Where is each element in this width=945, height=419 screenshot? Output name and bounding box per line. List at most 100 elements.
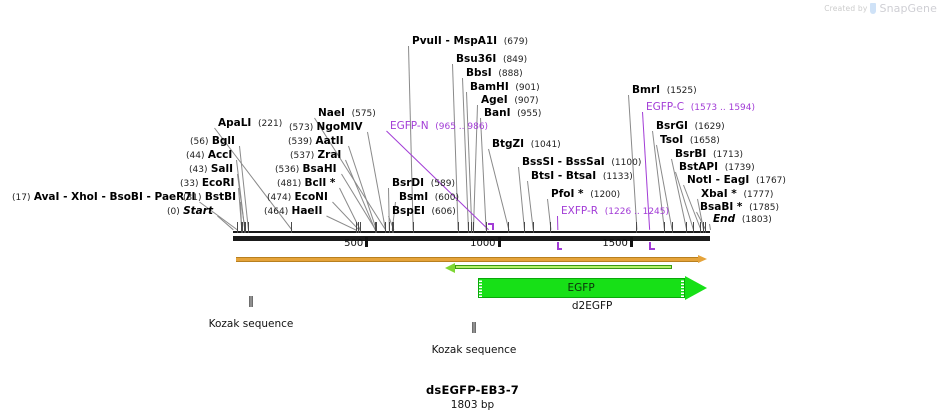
cut-site-tick[interactable] [636, 222, 638, 233]
cut-site-tick[interactable] [247, 222, 249, 233]
restriction-site-label[interactable]: BssSI - BssSaI (1100) [522, 157, 641, 169]
restriction-site-label[interactable]: BtgZI (1041) [492, 139, 561, 151]
restriction-site-label[interactable]: EGFP-C (1573 .. 1594) [646, 102, 755, 114]
cut-site-tick[interactable] [671, 222, 673, 233]
restriction-site-label[interactable]: BsrDI (589) [392, 178, 455, 190]
site-enzyme-name: HaeII [291, 205, 323, 217]
cut-site-tick[interactable] [508, 222, 510, 233]
cut-site-tick[interactable] [472, 222, 474, 233]
cut-site-tick[interactable] [457, 222, 459, 233]
restriction-site-label[interactable]: (33) EcoRI [180, 178, 234, 190]
cut-site-tick[interactable] [244, 222, 246, 233]
restriction-site-label[interactable]: (0) Start [167, 206, 213, 218]
cut-site-tick[interactable] [241, 222, 243, 233]
restriction-site-label[interactable]: (481) BclI * [277, 178, 335, 190]
site-enzyme-name: XbaI * [701, 188, 737, 200]
restriction-site-label[interactable]: NotI - EagI (1767) [687, 175, 786, 187]
site-enzyme-name: ZraI [317, 149, 342, 161]
site-enzyme-names: HaeII [292, 205, 323, 217]
restriction-site-label[interactable]: BsrGI (1629) [656, 121, 725, 133]
restriction-site-label[interactable]: (537) ZraI [290, 150, 341, 162]
restriction-site-label[interactable]: EXFP-R (1226 .. 1245) [561, 206, 669, 218]
cut-site-tick[interactable] [358, 222, 360, 233]
cut-site-tick[interactable] [700, 222, 702, 233]
site-position: (1100) [611, 158, 642, 168]
restriction-site-label[interactable]: BtsI - BtsaI (1133) [531, 171, 633, 183]
restriction-site-label[interactable]: BamHI (901) [470, 82, 540, 94]
site-position: (573) [289, 123, 314, 133]
primer-bracket[interactable] [557, 242, 563, 250]
orf-feature-arrowhead [444, 263, 455, 273]
restriction-site-label[interactable]: BsrBI (1713) [675, 149, 743, 161]
cut-site-tick[interactable] [291, 222, 293, 233]
restriction-site-label[interactable]: (44) AccI [186, 150, 232, 162]
cut-site-tick[interactable] [693, 222, 695, 233]
site-name-separator: - [441, 35, 454, 47]
kozak-sequence-mark[interactable] [249, 296, 253, 307]
cut-site-tick[interactable] [686, 222, 688, 233]
restriction-site-label[interactable]: ApaLI (221) [218, 118, 282, 130]
restriction-site-label[interactable]: (474) EcoNI [267, 192, 328, 204]
restriction-site-label[interactable]: (539) AatII [288, 136, 344, 148]
cut-site-tick[interactable] [703, 222, 705, 233]
cut-site-tick[interactable] [384, 222, 386, 233]
cut-site-tick[interactable] [705, 222, 707, 233]
ruler-tick-label: 1500 [602, 238, 628, 249]
cut-site-tick[interactable] [237, 222, 239, 233]
restriction-site-label[interactable]: PfoI * (1200) [551, 189, 620, 201]
cut-site-tick[interactable] [388, 222, 390, 233]
cut-site-tick[interactable] [467, 222, 469, 233]
restriction-site-label[interactable]: Bsu36I (849) [456, 54, 527, 66]
cut-site-tick[interactable] [524, 222, 525, 233]
primer-bracket[interactable] [488, 223, 494, 231]
restriction-site-label[interactable]: XbaI * (1777) [701, 189, 773, 201]
site-enzyme-names: EXFP-R [561, 205, 598, 217]
restriction-site-label[interactable]: BanI (955) [484, 108, 541, 120]
cut-site-tick[interactable] [663, 222, 665, 233]
restriction-site-label[interactable]: AgeI (907) [481, 95, 539, 107]
restriction-site-label[interactable]: BsmI (600) [399, 192, 459, 204]
restriction-site-label[interactable]: (536) BsaHI [275, 164, 337, 176]
site-enzyme-names: BsrGI [656, 120, 688, 132]
restriction-site-label[interactable]: TsoI (1658) [660, 135, 720, 147]
restriction-site-label[interactable]: End (1803) [713, 214, 772, 226]
backbone-feature-arrow[interactable] [235, 255, 707, 263]
label-leader-line [557, 215, 559, 231]
cut-site-tick[interactable] [375, 222, 377, 233]
cut-site-tick[interactable] [485, 222, 487, 233]
restriction-site-label[interactable]: EGFP-N (965 .. 986) [390, 121, 488, 133]
restriction-site-label[interactable]: (573) NgoMIV [289, 122, 363, 134]
restriction-site-label[interactable]: BbsI (888) [466, 68, 523, 80]
cut-site-tick[interactable] [550, 222, 552, 233]
restriction-site-label[interactable]: (17) AvaI - XhoI - BsoBI - PaeR7I [12, 192, 195, 204]
cut-site-tick[interactable] [241, 222, 243, 233]
restriction-site-label[interactable]: BstAPI (1739) [679, 162, 755, 174]
cut-site-tick[interactable] [471, 222, 473, 233]
restriction-site-label[interactable]: BspEI (606) [392, 206, 456, 218]
restriction-site-label[interactable]: (31) BstBI [183, 192, 236, 204]
cut-site-tick[interactable] [360, 222, 362, 233]
egfp-feature-arrow[interactable]: EGFP [477, 276, 707, 300]
restriction-site-label[interactable]: (56) BglI [190, 136, 235, 148]
cut-site-tick[interactable] [393, 222, 395, 233]
site-enzyme-name: BspEI [392, 205, 425, 217]
kozak-sequence-mark[interactable] [472, 322, 476, 333]
orf-feature-body [454, 265, 673, 269]
site-position: (539) [288, 137, 313, 147]
restriction-site-label[interactable]: PvuII - MspA1I (679) [412, 36, 528, 48]
cut-site-tick[interactable] [412, 222, 414, 233]
cut-site-tick[interactable] [385, 222, 387, 233]
ruler-tick-mark [629, 237, 633, 247]
restriction-site-label[interactable]: BmrI (1525) [632, 85, 697, 97]
orf-feature-arrow[interactable] [444, 263, 673, 273]
restriction-site-label[interactable]: (43) SalI [189, 164, 233, 176]
restriction-site-label[interactable]: BsaBI * (1785) [700, 202, 779, 214]
cut-site-tick[interactable] [391, 222, 393, 233]
cut-site-tick[interactable] [532, 222, 534, 233]
site-enzyme-names: AvaI - XhoI - BsoBI - PaeR7I [34, 191, 196, 203]
restriction-site-label[interactable]: (464) HaeII [264, 206, 322, 218]
restriction-site-label[interactable]: NaeI (575) [318, 108, 376, 120]
primer-bracket[interactable] [649, 242, 655, 250]
cut-site-tick[interactable] [355, 222, 357, 233]
cut-site-tick[interactable] [375, 222, 377, 233]
